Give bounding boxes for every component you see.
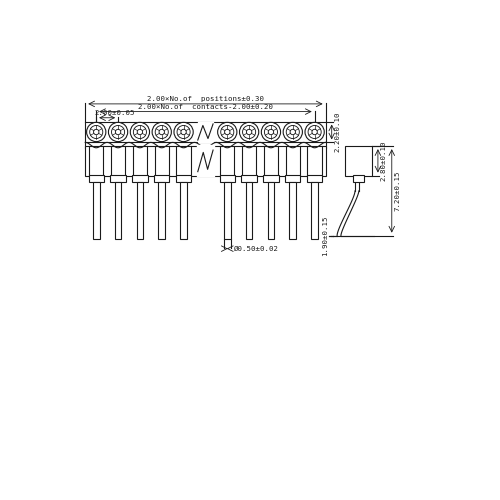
- Bar: [110, 176, 126, 182]
- Bar: [180, 182, 187, 240]
- Circle shape: [262, 122, 280, 142]
- Circle shape: [218, 122, 237, 142]
- Bar: [136, 182, 143, 240]
- Text: 1.90±0.15: 1.90±0.15: [322, 216, 328, 256]
- Bar: [158, 182, 165, 240]
- Bar: [290, 182, 296, 240]
- Circle shape: [305, 122, 324, 142]
- Circle shape: [283, 122, 302, 142]
- Bar: [154, 176, 170, 182]
- Circle shape: [130, 122, 150, 142]
- Bar: [88, 176, 104, 182]
- Bar: [246, 182, 252, 240]
- Circle shape: [240, 122, 258, 142]
- Bar: [93, 182, 100, 240]
- Bar: [220, 176, 235, 182]
- Bar: [285, 176, 300, 182]
- Circle shape: [108, 122, 128, 142]
- Bar: [114, 182, 121, 240]
- Text: 7.20±0.15: 7.20±0.15: [394, 170, 400, 211]
- Circle shape: [86, 122, 106, 142]
- Text: 2.00×No.of  contacts-2.00±0.20: 2.00×No.of contacts-2.00±0.20: [138, 104, 273, 110]
- Circle shape: [152, 122, 172, 142]
- Bar: [268, 182, 274, 240]
- Bar: [224, 182, 230, 240]
- Bar: [242, 176, 257, 182]
- Bar: [176, 176, 192, 182]
- Text: 2.00±0.05: 2.00±0.05: [94, 110, 135, 116]
- Bar: [86, 146, 326, 176]
- Bar: [345, 146, 372, 176]
- Bar: [264, 176, 278, 182]
- Bar: [132, 176, 148, 182]
- Bar: [307, 176, 322, 182]
- Text: 2.00×No.of  positions±0.30: 2.00×No.of positions±0.30: [147, 96, 264, 102]
- Bar: [352, 176, 364, 182]
- Bar: [312, 182, 318, 240]
- Text: Ø0.50±0.02: Ø0.50±0.02: [233, 246, 278, 252]
- Circle shape: [174, 122, 193, 142]
- Text: 2.20±0.10: 2.20±0.10: [334, 112, 340, 152]
- Text: 2.80±0.10: 2.80±0.10: [380, 140, 386, 181]
